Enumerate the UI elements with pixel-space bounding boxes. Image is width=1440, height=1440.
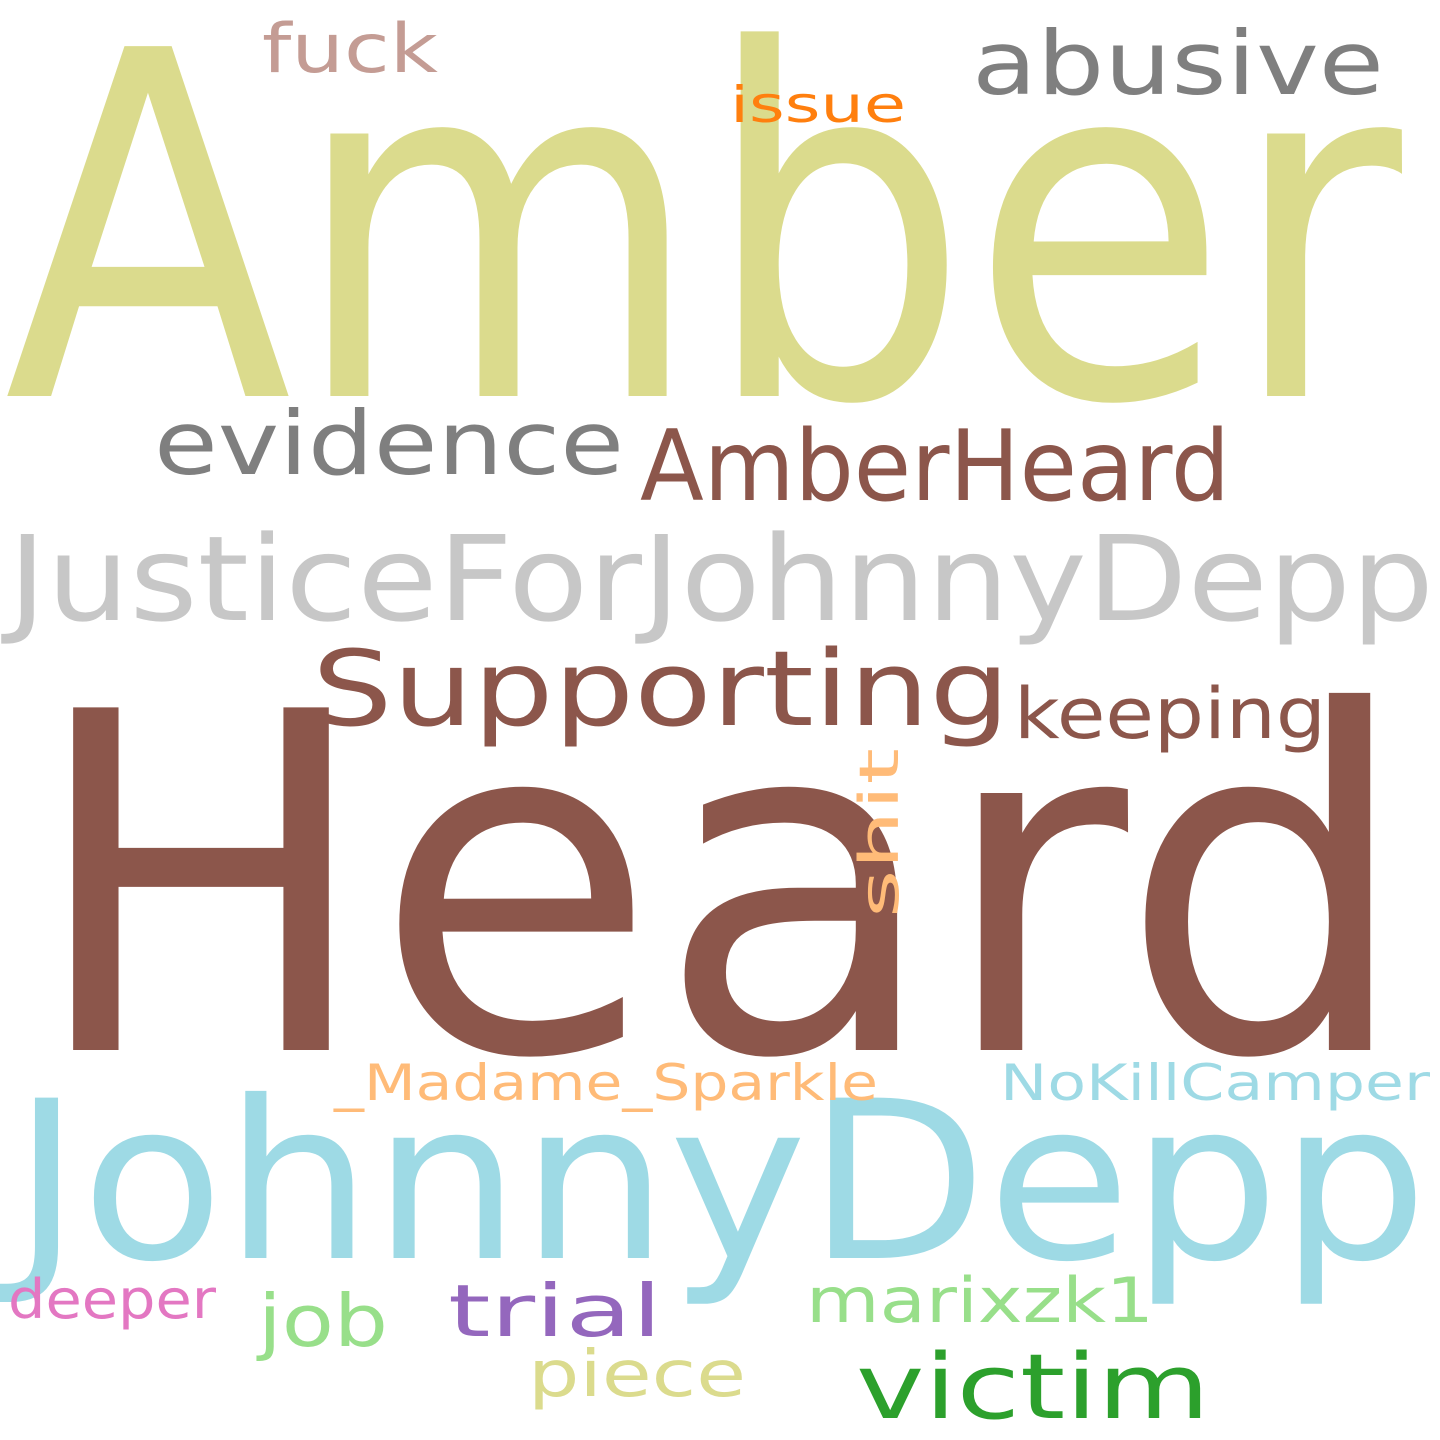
word-amberheard: AmberHeard	[640, 410, 1230, 524]
word-issue: issue	[730, 76, 906, 134]
word-justiceforjohnnydepp: JusticeForJohnnyDepp	[0, 510, 1434, 648]
word-nokillcamper: NoKillCamper	[1000, 1054, 1431, 1112]
word-deeper: deeper	[8, 1268, 217, 1331]
word-piece: piece	[528, 1338, 746, 1412]
word-shit: shit	[848, 748, 911, 918]
word-trial: trial	[448, 1269, 662, 1353]
word-johnnydepp: JohnnyDepp	[0, 1054, 1428, 1310]
word-supporting: Supporting	[312, 628, 1010, 750]
word-abusive: abusive	[972, 12, 1384, 115]
word-keeping: keeping	[1014, 673, 1326, 755]
word-fuck: fuck	[262, 10, 439, 89]
word-madame-sparkle: _Madame_Sparkle	[333, 1054, 878, 1112]
word-evidence: evidence	[154, 392, 624, 495]
word-victim: victim	[856, 1335, 1210, 1440]
word-marixzk1: marixzk1	[806, 1264, 1154, 1337]
word-amber: Amber	[4, 0, 1407, 510]
word-job: job	[256, 1279, 388, 1363]
word-heard: Heard	[28, 614, 1412, 1161]
